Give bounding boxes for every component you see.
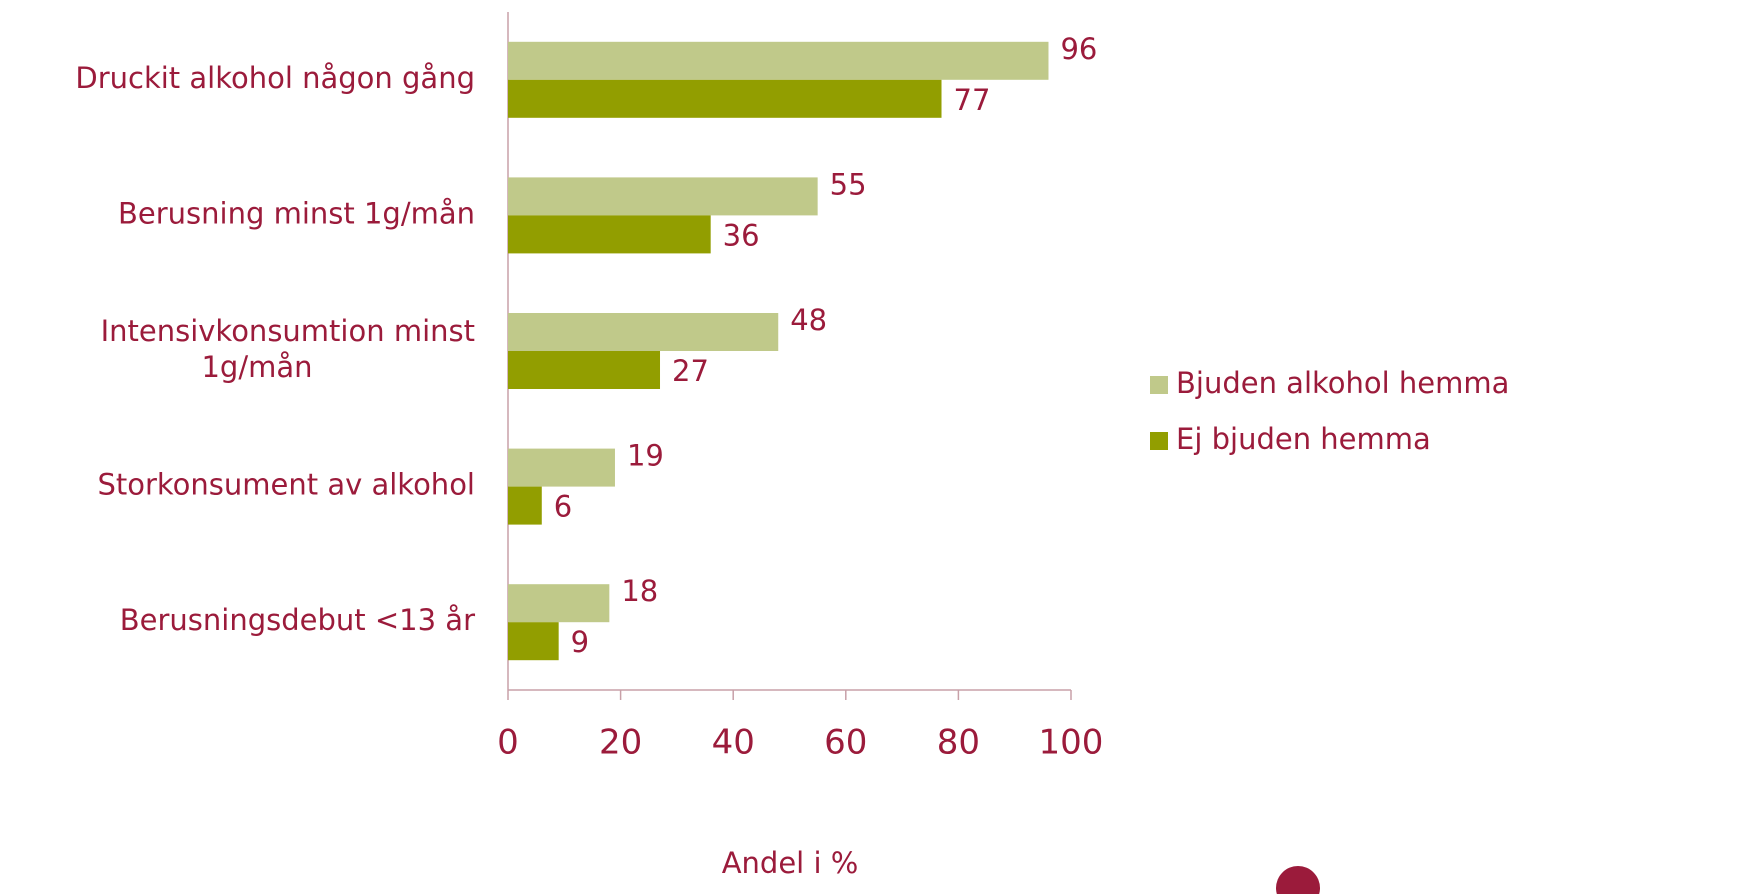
- value-label: 55: [830, 167, 867, 201]
- value-label: 6: [554, 490, 572, 524]
- y-tick-label: Druckit alkohol någon gång: [75, 61, 475, 95]
- decor-dot: [1276, 866, 1320, 894]
- value-label: 19: [627, 439, 664, 473]
- x-tick-label: 100: [1039, 723, 1104, 763]
- bar: [508, 351, 661, 389]
- bar: [508, 448, 615, 487]
- label-line: 1g/mån: [201, 350, 312, 384]
- label-line: Intensivkonsumtion minst: [101, 314, 475, 348]
- value-label: 18: [621, 574, 658, 608]
- x-tick-label: 0: [497, 723, 519, 763]
- value-label: 27: [672, 354, 709, 388]
- y-tick-label: Berusningsdebut <13 år: [120, 603, 475, 637]
- y-tick-label: Storkonsument av alkohol: [97, 468, 475, 502]
- bar: [508, 622, 559, 661]
- x-tick-label: 20: [599, 723, 642, 763]
- value-label: 36: [723, 218, 760, 252]
- value-label: 96: [1060, 32, 1097, 66]
- bar: [508, 313, 779, 351]
- legend-swatch: [1150, 376, 1168, 394]
- bar: [508, 79, 942, 118]
- x-tick-label: 40: [712, 723, 755, 763]
- bar: [508, 215, 711, 254]
- value-label: 48: [790, 303, 827, 337]
- bar: [508, 41, 1049, 80]
- value-label: 77: [954, 83, 991, 117]
- x-tick-label: 60: [824, 723, 867, 763]
- x-tick-label: 80: [937, 723, 980, 763]
- bar: [508, 177, 818, 216]
- x-axis-title: Andel i %: [722, 846, 859, 880]
- value-label: 9: [571, 625, 589, 659]
- legend-swatch: [1150, 432, 1168, 450]
- y-tick-label: Intensivkonsumtion minst 1g/mån: [101, 314, 475, 384]
- y-tick-label: Berusning minst 1g/mån: [118, 196, 475, 230]
- bar: [508, 584, 610, 623]
- bar: [508, 486, 542, 525]
- legend-label: Ej bjuden hemma: [1176, 422, 1431, 456]
- legend-label: Bjuden alkohol hemma: [1176, 366, 1509, 400]
